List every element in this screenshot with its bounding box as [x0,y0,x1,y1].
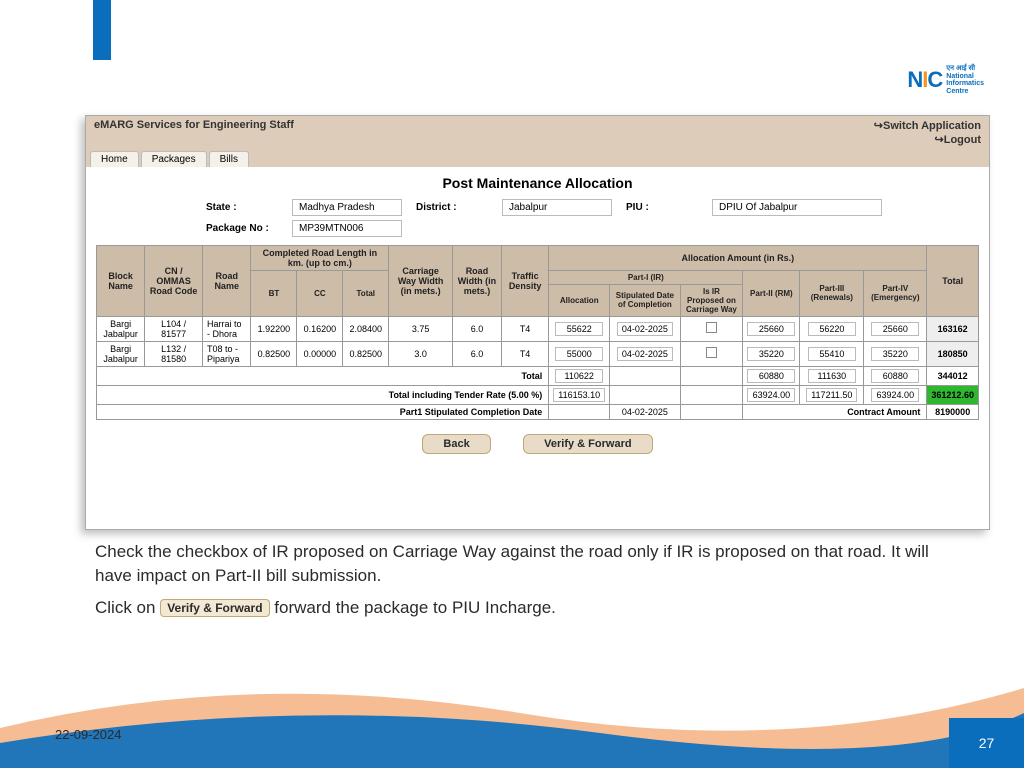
tab-packages[interactable]: Packages [141,151,207,167]
button-row: Back Verify & Forward [86,420,989,468]
inline-verify-button: Verify & Forward [160,599,269,618]
app-title: eMARG Services for Engineering Staff [94,119,294,131]
app-window: eMARG Services for Engineering Staff ↪Sw… [85,115,990,530]
nic-logo: NIC एन आई सी National Informatics Centre [907,65,984,96]
switch-application-link[interactable]: ↪Switch Application [874,119,981,133]
nic-text: एन आई सी National Informatics Centre [946,65,984,96]
tabs: Home Packages Bills [86,151,989,167]
th-cw: Carriage Way Width (in mets.) [389,245,453,316]
th-cn: CN / OMMAS Road Code [145,245,203,316]
filter-row-1: State : Madhya Pradesh District : Jabalp… [86,197,989,218]
tab-bills[interactable]: Bills [209,151,249,167]
th-cc: CC [297,270,343,316]
th-p1-alloc: Allocation [549,284,610,316]
nic-mark: NIC [907,67,942,93]
filter-row-2: Package No : MP39MTN006 [86,218,989,239]
th-gtotal: Total [927,245,979,316]
allocation-table-wrap: Block Name CN / OMMAS Road Code Road Nam… [86,239,989,420]
table-row: Bargi JabalpurL104 / 81577Harrai to - Dh… [97,316,979,341]
instructions: Check the checkbox of IR proposed on Car… [95,540,965,627]
district-label: District : [416,202,488,213]
th-block: Block Name [97,245,145,316]
state-field[interactable]: Madhya Pradesh [292,199,402,216]
table-row: Bargi JabalpurL132 / 81580T08 to - Pipar… [97,341,979,366]
tender-row: Total including Tender Rate (5.00 %)1161… [97,385,979,404]
pkg-label: Package No : [206,223,278,234]
footer-date: 22-09-2024 [55,727,122,742]
ir-checkbox[interactable] [706,322,717,333]
th-rw: Road Width (in mets.) [453,245,502,316]
stip-row: Part1 Stipulated Completion Date04-02-20… [97,404,979,419]
th-total: Total [343,270,389,316]
footer-page: 27 [949,718,1024,768]
th-p2: Part-II (RM) [743,270,800,316]
th-p1: Part-I (IR) [549,270,743,284]
th-p1-ir: Is IR Proposed on Carriage Way [680,284,743,316]
th-p4: Part-IV (Emergency) [864,270,927,316]
allocation-table: Block Name CN / OMMAS Road Code Road Nam… [96,245,979,420]
page-title: Post Maintenance Allocation [86,167,989,197]
district-field[interactable]: Jabalpur [502,199,612,216]
th-road: Road Name [202,245,250,316]
instruction-1: Check the checkbox of IR proposed on Car… [95,540,965,588]
date-input[interactable]: 04-02-2025 [617,322,673,336]
date-input[interactable]: 04-02-2025 [617,347,673,361]
th-completed: Completed Road Length in km. (up to cm.) [251,245,389,270]
instruction-2: Click on Verify & Forward forward the pa… [95,596,965,620]
state-label: State : [206,202,278,213]
total-row: Total1106226088011163060880344012 [97,366,979,385]
logout-link[interactable]: ↪Logout [874,133,981,147]
app-actions: ↪Switch Application ↪Logout [874,119,981,148]
th-alloc: Allocation Amount (in Rs.) [549,245,927,270]
th-traffic: Traffic Density [501,245,548,316]
ir-checkbox[interactable] [706,347,717,358]
slide-swoosh [0,658,1024,768]
allocation-input[interactable]: 55000 [555,347,603,361]
back-button[interactable]: Back [422,434,490,454]
verify-forward-button[interactable]: Verify & Forward [523,434,652,454]
pkg-field[interactable]: MP39MTN006 [292,220,402,237]
allocation-input[interactable]: 55622 [555,322,603,336]
th-p1-date: Stipulated Date of Completion [610,284,680,316]
th-p3: Part-III (Renewals) [800,270,864,316]
th-bt: BT [251,270,297,316]
app-header: eMARG Services for Engineering Staff ↪Sw… [86,116,989,151]
piu-field[interactable]: DPIU Of Jabalpur [712,199,882,216]
slide-accent-bar [93,0,111,60]
tab-home[interactable]: Home [90,151,139,167]
piu-label: PIU : [626,202,698,213]
